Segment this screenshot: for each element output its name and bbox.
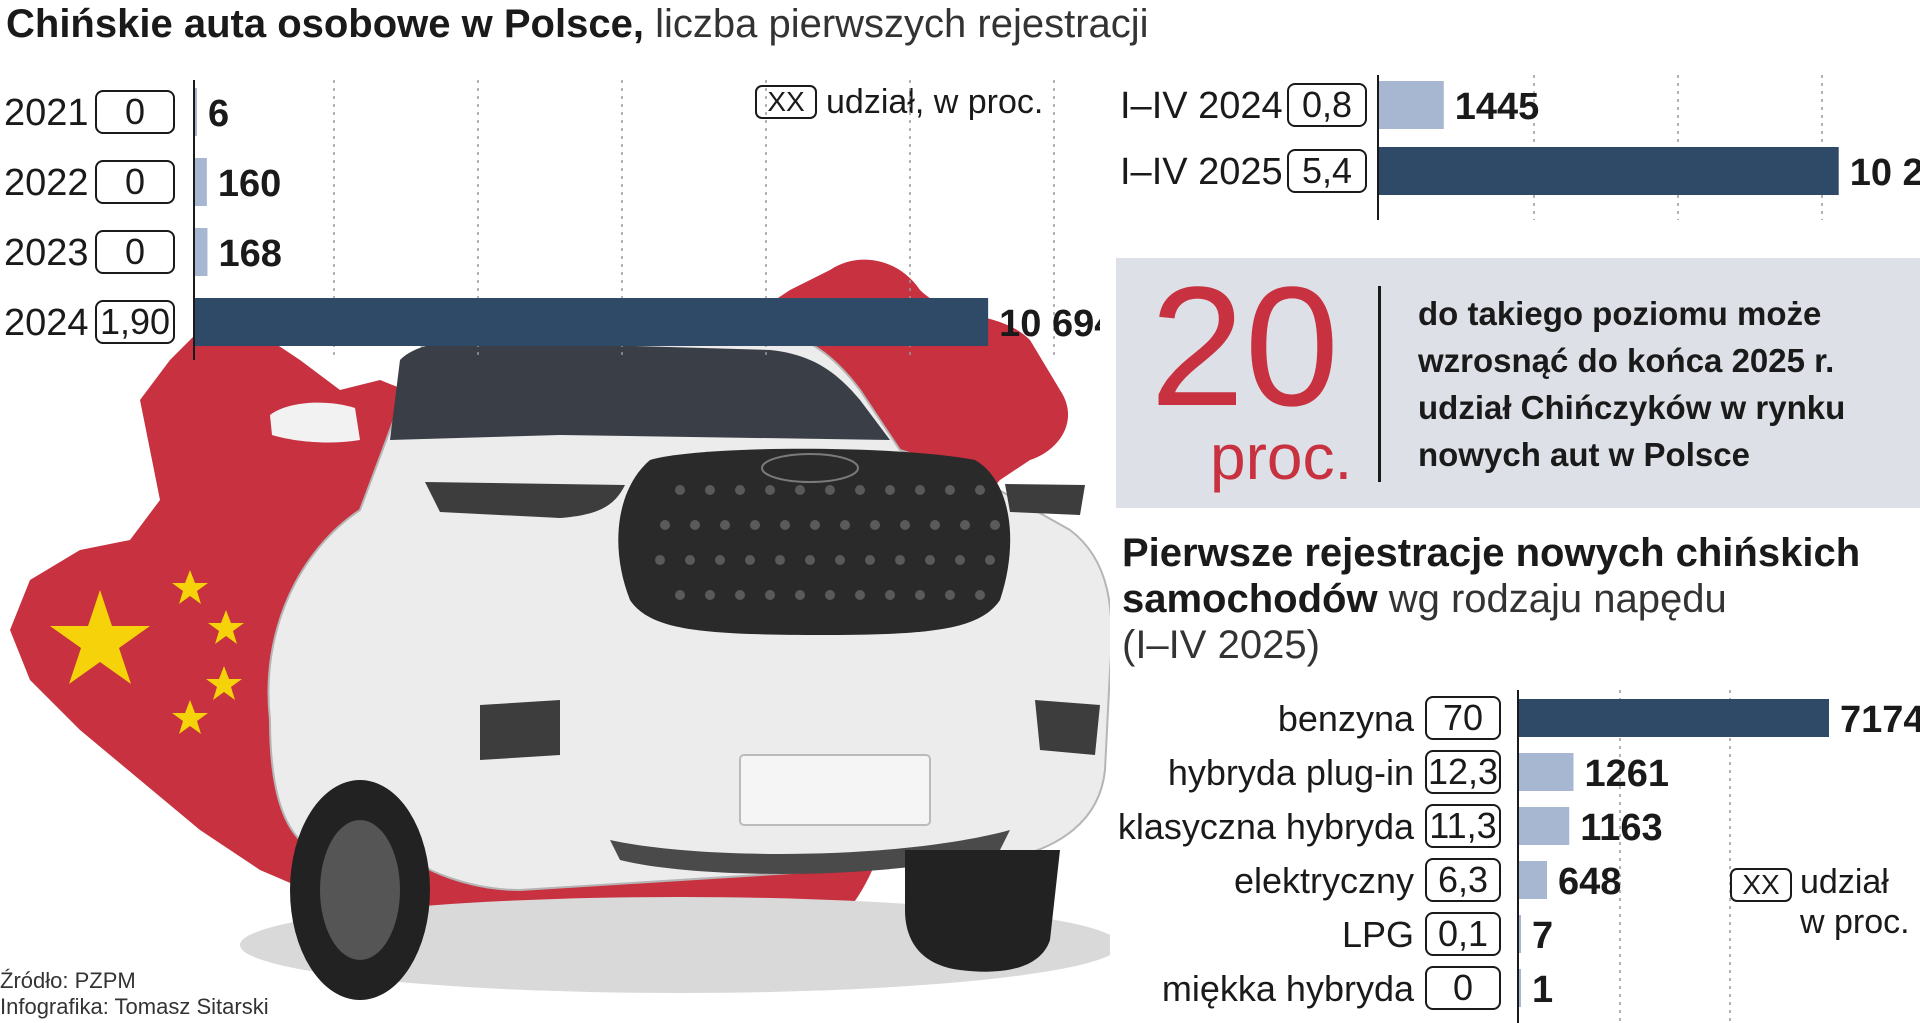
- category-label: I–IV 2024: [1120, 85, 1283, 127]
- bar: [1519, 753, 1574, 791]
- share-box: [95, 230, 175, 274]
- share-label: 0: [1453, 967, 1473, 1008]
- share-label: 1,90: [100, 301, 170, 342]
- share-box: [95, 300, 175, 344]
- value-label: 1261: [1584, 753, 1669, 795]
- share-label: 0: [125, 231, 145, 272]
- share-label: 11,3: [1429, 805, 1496, 846]
- bar: [1519, 861, 1548, 899]
- share-label: 0,1: [1438, 913, 1488, 954]
- share-box: [1425, 912, 1501, 956]
- china-flag-stars-icon: [50, 570, 244, 734]
- value-label: 648: [1558, 861, 1621, 903]
- title-bold: Chińskie auta osobowe w Polsce,: [6, 2, 644, 46]
- value-label: 7174: [1840, 699, 1920, 741]
- bar: [1519, 807, 1570, 845]
- value-label: 168: [218, 233, 281, 275]
- bar: [195, 158, 207, 206]
- value-label: 10 254: [1850, 152, 1920, 194]
- bar: [195, 88, 197, 136]
- category-label: LPG: [1342, 914, 1414, 955]
- legend-bottom-line1: udział: [1800, 863, 1889, 901]
- callout-panel: [1116, 258, 1920, 508]
- legend-top-label: udział, w proc.: [826, 83, 1044, 121]
- category-label: benzyna: [1278, 698, 1415, 739]
- legend-bottom-box: XX: [1730, 868, 1792, 902]
- footer-source: Źródło: PZPM: [0, 968, 136, 993]
- category-label: miękka hybryda: [1162, 968, 1415, 1009]
- category-label: 2021: [4, 92, 89, 134]
- chart-yearly-registrations: 2021 0 6 2022 0 160 2023 0 168 2024 1,90 10 694: [4, 80, 1100, 360]
- footer-credit: Infografika: Tomasz Sitarski: [0, 994, 269, 1019]
- category-label: hybryda plug-in: [1168, 752, 1414, 793]
- china-car-illustration: [10, 259, 1110, 1000]
- bar: [1379, 147, 1839, 195]
- callout-number: 20: [1150, 252, 1340, 442]
- share-label: 0,8: [1302, 84, 1352, 125]
- callout-unit: proc.: [1210, 421, 1353, 493]
- suv-car-icon: [240, 318, 1110, 1000]
- value-label: 10 694: [999, 303, 1100, 345]
- fuel-chart-period: (I–IV 2025): [1122, 623, 1320, 667]
- page-title: Chińskie auta osobowe w Polsce, liczba p…: [6, 0, 1149, 48]
- fuel-chart-title-normal: wg rodzaju napędu: [1377, 577, 1727, 621]
- share-label: 0: [125, 91, 145, 132]
- bar: [195, 228, 208, 276]
- title-normal: liczba pierwszych rejestracji: [643, 2, 1149, 46]
- bar: [1519, 699, 1829, 737]
- share-box: [1425, 804, 1501, 848]
- callout-text: do takiego poziomu może wzrosnąć do końc…: [1418, 295, 1846, 473]
- share-box: [95, 90, 175, 134]
- share-label: 70: [1443, 697, 1483, 738]
- chart-jan-apr-comparison: I–IV 2024 0,8 1445 I–IV 2025 5,4 10 254: [1120, 75, 1920, 220]
- share-box: [1287, 149, 1367, 193]
- legend-top-box: XX: [755, 85, 817, 119]
- bar: [1379, 81, 1444, 129]
- share-box: [1425, 696, 1501, 740]
- category-label: 2023: [4, 232, 89, 274]
- fuel-chart-title: Pierwsze rejestracje nowych chińskich sa…: [1122, 530, 1920, 668]
- share-label: 6,3: [1438, 859, 1488, 900]
- legend-bottom-line2: w proc.: [1800, 903, 1910, 941]
- share-box: [1425, 966, 1501, 1010]
- fuel-chart-title-bold: Pierwsze rejestracje nowych chińskich sa…: [1122, 531, 1861, 621]
- value-label: 7: [1532, 915, 1553, 957]
- value-label: 1445: [1455, 86, 1540, 128]
- category-label: klasyczna hybryda: [1118, 806, 1415, 847]
- value-label: 1: [1532, 969, 1553, 1011]
- callout-divider: [1378, 286, 1381, 482]
- value-label: 1163: [1580, 807, 1662, 849]
- value-label: 160: [218, 163, 281, 205]
- category-label: 2024: [4, 302, 89, 344]
- bar: [1519, 969, 1521, 1007]
- category-label: 2022: [4, 162, 89, 204]
- bar: [195, 298, 989, 346]
- bar: [1519, 915, 1521, 953]
- share-box: [1287, 83, 1367, 127]
- share-box: [1425, 858, 1501, 902]
- share-label: 12,3: [1428, 751, 1498, 792]
- share-box: [1425, 750, 1501, 794]
- share-label: 0: [125, 161, 145, 202]
- value-label: 6: [208, 93, 229, 135]
- category-label: I–IV 2025: [1120, 151, 1283, 193]
- share-label: 5,4: [1302, 150, 1352, 191]
- category-label: elektryczny: [1234, 860, 1414, 901]
- share-box: [95, 160, 175, 204]
